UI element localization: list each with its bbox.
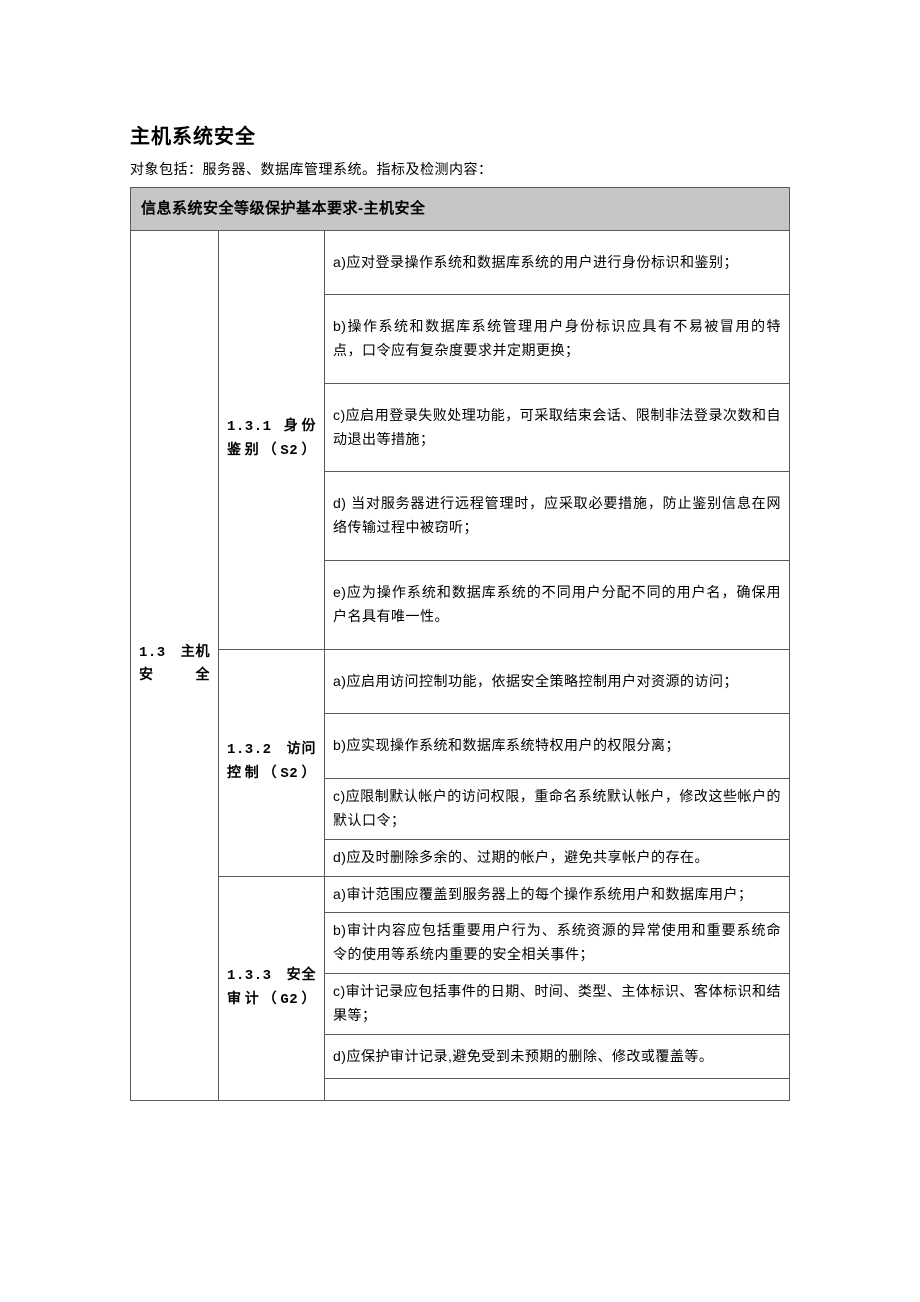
item-cell: a)审计范围应覆盖到服务器上的每个操作系统用户和数据库用户； bbox=[325, 876, 790, 913]
page-intro: 对象包括：服务器、数据库管理系统。指标及检测内容： bbox=[130, 159, 790, 179]
item-cell: d) 当对服务器进行远程管理时，应采取必要措施，防止鉴别信息在网络传输过程中被窃… bbox=[325, 472, 790, 561]
subsection-cell: 1.3.3 安全审计（G2） bbox=[219, 876, 325, 1101]
item-cell: b)审计内容应包括重要用户行为、系统资源的异常使用和重要系统命令的使用等系统内重… bbox=[325, 913, 790, 974]
table-row: 1.3.2 访问控制（S2） a)应启用访问控制功能，依据安全策略控制用户对资源… bbox=[131, 649, 790, 714]
item-cell: d)应保护审计记录,避免受到未预期的删除、修改或覆盖等。 bbox=[325, 1034, 790, 1079]
subsection-cell: 1.3.1 身份鉴别（S2） bbox=[219, 230, 325, 649]
item-cell: e)应为操作系统和数据库系统的不同用户分配不同的用户名，确保用户名具有唯一性。 bbox=[325, 561, 790, 650]
table-row: 1.3 主机安全 1.3.1 身份鉴别（S2） a)应对登录操作系统和数据库系统… bbox=[131, 230, 790, 295]
item-cell: d)应及时删除多余的、过期的帐户，避免共享帐户的存在。 bbox=[325, 839, 790, 876]
page-heading: 主机系统安全 bbox=[130, 120, 790, 149]
table-header-cell: 信息系统安全等级保护基本要求-主机安全 bbox=[131, 188, 790, 231]
item-cell: b)应实现操作系统和数据库系统特权用户的权限分离； bbox=[325, 714, 790, 779]
requirements-table: 信息系统安全等级保护基本要求-主机安全 1.3 主机安全 1.3.1 身份鉴别（… bbox=[130, 187, 790, 1101]
item-cell: b)操作系统和数据库系统管理用户身份标识应具有不易被冒用的特点，口令应有复杂度要… bbox=[325, 295, 790, 384]
table-row: 1.3.3 安全审计（G2） a)审计范围应覆盖到服务器上的每个操作系统用户和数… bbox=[131, 876, 790, 913]
spacer-cell bbox=[325, 1079, 790, 1101]
main-section-cell: 1.3 主机安全 bbox=[131, 230, 219, 1101]
item-cell: a)应对登录操作系统和数据库系统的用户进行身份标识和鉴别； bbox=[325, 230, 790, 295]
item-cell: c)审计记录应包括事件的日期、时间、类型、主体标识、客体标识和结果等； bbox=[325, 974, 790, 1035]
table-header-row: 信息系统安全等级保护基本要求-主机安全 bbox=[131, 188, 790, 231]
subsection-cell: 1.3.2 访问控制（S2） bbox=[219, 649, 325, 876]
item-cell: a)应启用访问控制功能，依据安全策略控制用户对资源的访问； bbox=[325, 649, 790, 714]
item-cell: c)应限制默认帐户的访问权限，重命名系统默认帐户，修改这些帐户的默认口令； bbox=[325, 779, 790, 840]
item-cell: c)应启用登录失败处理功能，可采取结束会话、限制非法登录次数和自动退出等措施； bbox=[325, 383, 790, 472]
